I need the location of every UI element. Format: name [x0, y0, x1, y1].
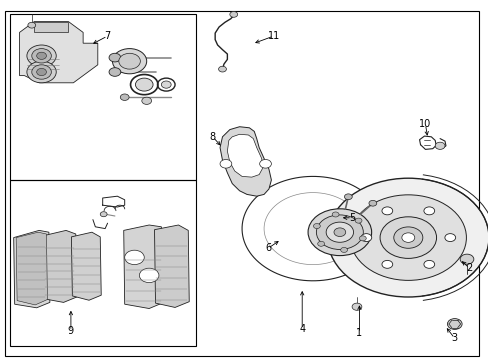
- Text: 10: 10: [418, 119, 431, 129]
- Text: 7: 7: [104, 31, 110, 41]
- Circle shape: [119, 53, 140, 69]
- Circle shape: [142, 97, 151, 104]
- Text: 3: 3: [451, 333, 457, 343]
- Text: 8: 8: [209, 132, 215, 142]
- Circle shape: [381, 260, 392, 268]
- Circle shape: [393, 227, 422, 248]
- Circle shape: [220, 159, 231, 168]
- Polygon shape: [20, 22, 98, 83]
- Circle shape: [27, 45, 56, 67]
- Circle shape: [161, 81, 171, 88]
- Circle shape: [368, 201, 376, 206]
- Text: 5: 5: [348, 213, 354, 223]
- Polygon shape: [220, 127, 271, 196]
- Polygon shape: [14, 230, 50, 308]
- Text: 1: 1: [356, 328, 362, 338]
- Circle shape: [459, 254, 473, 264]
- Circle shape: [218, 66, 226, 72]
- Circle shape: [381, 207, 392, 215]
- Circle shape: [313, 224, 320, 229]
- Circle shape: [100, 212, 107, 217]
- Polygon shape: [154, 225, 189, 307]
- Polygon shape: [123, 225, 163, 309]
- Circle shape: [259, 159, 271, 168]
- Circle shape: [434, 142, 444, 149]
- Circle shape: [120, 94, 129, 100]
- Circle shape: [331, 212, 338, 217]
- Circle shape: [307, 209, 371, 256]
- Text: 4: 4: [299, 324, 305, 334]
- Circle shape: [444, 234, 455, 242]
- Circle shape: [32, 49, 51, 63]
- Circle shape: [124, 250, 144, 265]
- Circle shape: [340, 247, 347, 252]
- Polygon shape: [34, 22, 68, 32]
- Circle shape: [32, 65, 51, 79]
- Circle shape: [423, 260, 434, 268]
- Circle shape: [327, 178, 488, 297]
- Circle shape: [325, 222, 353, 242]
- Circle shape: [317, 241, 324, 246]
- Circle shape: [37, 52, 46, 59]
- Circle shape: [229, 12, 237, 17]
- Circle shape: [423, 207, 434, 215]
- Circle shape: [359, 236, 366, 241]
- Circle shape: [112, 49, 146, 74]
- Circle shape: [139, 268, 159, 283]
- Circle shape: [109, 53, 121, 62]
- Polygon shape: [71, 232, 101, 300]
- Text: 9: 9: [68, 326, 74, 336]
- Circle shape: [344, 194, 351, 200]
- Circle shape: [354, 218, 361, 223]
- Circle shape: [37, 68, 46, 76]
- Circle shape: [360, 234, 371, 242]
- Polygon shape: [16, 232, 47, 305]
- Text: 6: 6: [264, 243, 270, 253]
- Circle shape: [379, 217, 436, 258]
- Circle shape: [316, 215, 363, 249]
- Circle shape: [109, 68, 121, 76]
- Circle shape: [401, 233, 414, 242]
- Circle shape: [27, 61, 56, 83]
- Text: 11: 11: [267, 31, 280, 41]
- Circle shape: [447, 319, 461, 329]
- Circle shape: [135, 78, 153, 91]
- Circle shape: [333, 228, 345, 237]
- Circle shape: [351, 303, 361, 310]
- Circle shape: [28, 22, 36, 28]
- Polygon shape: [227, 134, 263, 177]
- Polygon shape: [43, 230, 77, 302]
- Circle shape: [349, 195, 466, 280]
- Text: 2: 2: [466, 263, 471, 273]
